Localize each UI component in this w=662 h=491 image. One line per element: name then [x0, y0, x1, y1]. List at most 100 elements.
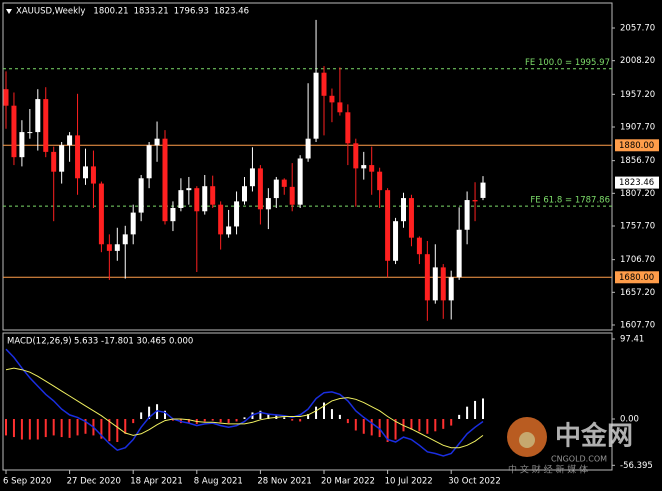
candle-body	[281, 179, 287, 187]
candle-body	[122, 234, 128, 245]
candle-body	[67, 135, 73, 146]
candle-body	[408, 198, 414, 238]
macd-bar	[28, 418, 31, 440]
macd-bar	[307, 414, 310, 419]
macd-readout: 5.633 -17.801 30.465 0.000	[74, 337, 193, 347]
watermark-site: CNGOLD.COM	[551, 455, 607, 464]
candle-body	[385, 190, 391, 261]
candle-body	[313, 72, 319, 139]
y-tick-label: 2008.20	[620, 56, 655, 66]
candle-body	[202, 186, 208, 212]
level-label: 1680.00	[619, 273, 654, 283]
candle-body	[440, 267, 446, 301]
candle-body	[19, 132, 25, 158]
candle-body	[480, 182, 486, 198]
macd-bar	[283, 417, 286, 419]
candle-body	[35, 99, 41, 133]
price-label-box	[615, 176, 659, 189]
macd-bar	[84, 418, 87, 434]
macd-bar	[187, 418, 190, 424]
macd-bar	[466, 406, 469, 419]
macd-bar	[426, 418, 429, 434]
x-tick-label: 20 Mar 2022	[321, 477, 375, 487]
candle-body	[369, 165, 375, 172]
macd-bar	[20, 418, 23, 440]
level-label-box	[615, 271, 659, 284]
candle-body	[154, 138, 160, 146]
candle-body	[361, 165, 367, 169]
macd-bar	[5, 418, 7, 436]
candle-body	[3, 89, 9, 106]
y-tick-label: 1757.70	[620, 221, 655, 231]
macd-bar	[100, 418, 103, 439]
candle-body	[186, 188, 192, 191]
macd-bar	[394, 418, 397, 440]
candle-body	[321, 72, 327, 96]
ohlc-readout: 1800.21	[93, 7, 128, 17]
x-tick-label: 28 Nov 2021	[257, 477, 311, 487]
macd-panel	[2, 332, 613, 471]
macd-bar	[267, 414, 270, 419]
ohlc-readout: 1796.93	[174, 7, 209, 17]
candle-body	[226, 226, 232, 235]
y-tick-label: 1657.20	[620, 288, 655, 298]
candle-body	[257, 168, 263, 210]
ohlc-readout: 1823.46	[214, 7, 249, 17]
candle-body	[242, 186, 247, 202]
candle-body	[194, 188, 200, 212]
fib-label: FE 61.8 = 1787.86	[530, 196, 610, 206]
candle-body	[162, 138, 168, 222]
macd-bar	[243, 417, 246, 419]
candle-body	[377, 171, 383, 191]
macd-y-tick-label: 97.41	[620, 334, 644, 344]
chart-title: XAUUSD,Weekly	[16, 7, 85, 17]
fib-label: FE 100.0 = 1995.97	[525, 58, 610, 68]
macd-bar	[76, 418, 79, 436]
candle-body	[138, 178, 144, 213]
x-tick-label: 18 Apr 2021	[130, 477, 183, 487]
y-tick-label: 1957.20	[620, 90, 655, 100]
macd-bar	[259, 410, 262, 419]
macd-bar	[299, 418, 302, 422]
candle-body	[234, 201, 240, 227]
candle-body	[43, 99, 49, 152]
macd-y-tick-label: 0.00	[620, 414, 639, 424]
watermark: 中金网 CNGOLD.COM 中 文 财 经 新 媒 体	[507, 417, 633, 476]
main-line	[5, 348, 484, 457]
candle-body	[424, 254, 430, 301]
candle-body	[432, 267, 438, 301]
macd-bar	[132, 418, 135, 424]
candle-body	[178, 190, 184, 208]
macd-bar	[450, 418, 453, 426]
macd-bar	[330, 409, 333, 419]
candle-body	[51, 151, 57, 172]
y-tick-label: 1907.70	[620, 123, 655, 133]
candle-body	[59, 145, 65, 172]
candle-body	[337, 102, 343, 113]
macd-bar	[12, 418, 15, 438]
watermark-brand: 中金网	[555, 421, 633, 452]
macd-bar	[227, 418, 230, 424]
macd-bar	[235, 418, 238, 422]
candle-body	[218, 204, 224, 235]
macd-bar	[458, 414, 461, 419]
macd-bar	[116, 418, 119, 442]
candle-body	[265, 198, 271, 210]
macd-bar	[410, 418, 413, 430]
candle-body	[464, 200, 470, 230]
macd-bar	[171, 418, 174, 421]
candle-body	[472, 200, 478, 202]
signal-line	[5, 367, 484, 449]
candle-body	[393, 221, 399, 261]
candle-body	[170, 207, 176, 222]
macd-bar	[219, 418, 222, 423]
macd-bar	[52, 418, 55, 436]
macd-bar	[203, 418, 206, 422]
candle-body	[106, 244, 112, 251]
candle-body	[289, 186, 295, 205]
candle-body	[273, 179, 279, 199]
macd-bar	[124, 418, 127, 434]
candle-body	[210, 186, 216, 205]
